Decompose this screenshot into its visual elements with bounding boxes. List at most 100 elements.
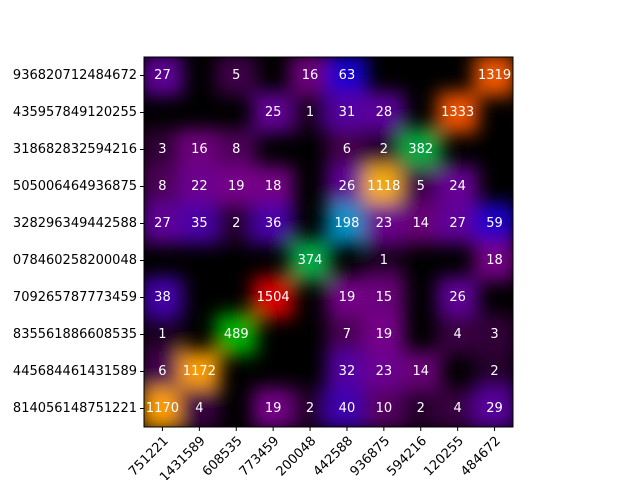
cell [474,57,513,96]
heatmap-cells [144,57,513,427]
cell [289,240,331,281]
cell-label: 16 [302,68,319,83]
cell [215,129,257,170]
cell [215,57,257,96]
cell-label: 27 [154,68,171,83]
cell-label: 28 [376,105,393,120]
cell-label: 1504 [257,290,290,305]
cell [437,314,479,355]
x-tick-label: 442588 [311,434,357,480]
cell [437,166,479,207]
cell-label: 59 [486,216,503,231]
cell [363,92,405,133]
cell [178,129,220,170]
cell [178,351,220,392]
cell [326,129,368,170]
cell-label: 5 [232,68,240,83]
cell [400,203,442,244]
cell-layer [144,57,513,427]
cell-label: 2 [306,401,314,416]
cell-label: 2 [232,216,240,231]
cell [326,203,368,244]
y-tick-label: 814056148751221 [13,401,137,416]
cell-label: 24 [449,179,466,194]
cell-label: 2 [380,142,388,157]
cell-label: 19 [339,290,356,305]
cell [144,388,183,427]
cell [363,388,405,427]
cell [474,240,513,281]
cell [178,388,220,427]
cell-label: 4 [195,401,203,416]
cell [363,277,405,318]
cell-label: 18 [265,179,282,194]
cell [474,314,513,355]
cell-label: 5 [417,179,425,194]
cell [144,57,183,96]
cell [252,388,294,427]
cell [144,166,183,207]
cell-label: 2 [490,364,498,379]
cell-label: 32 [339,364,356,379]
cell-label: 25 [265,105,282,120]
cell-label: 31 [339,105,356,120]
cell-label: 35 [191,216,208,231]
cell [252,277,294,318]
cell-label: 1 [158,327,166,342]
cell-label: 3 [490,327,498,342]
cell [178,203,220,244]
cell-label: 382 [408,142,433,157]
cell-label: 6 [343,142,351,157]
cell-label: 23 [376,364,393,379]
cell [326,351,368,392]
cell [215,166,257,207]
cell-label: 18 [486,253,503,268]
cell-label: 40 [339,401,356,416]
cell-label: 8 [158,179,166,194]
cell [252,92,294,133]
cell-label: 27 [154,216,171,231]
cell [437,203,479,244]
cell [326,277,368,318]
y-tick-label: 835561886608535 [13,327,137,342]
cell [326,92,368,133]
cell [144,351,183,392]
cell-label: 10 [376,401,393,416]
cell-label: 36 [265,216,282,231]
cell-label: 1 [380,253,388,268]
cell-label: 2 [417,401,425,416]
cell-label: 22 [191,179,208,194]
cell-label: 1 [306,105,314,120]
cell-label: 15 [376,290,393,305]
cell-label: 198 [335,216,360,231]
x-tick-label: 773459 [237,434,283,480]
cell-label: 1319 [478,68,511,83]
cell [144,277,183,318]
cell-label: 26 [449,290,466,305]
cell [437,277,479,318]
cell-label: 14 [412,216,429,231]
cell [400,129,442,170]
cell-label: 29 [486,401,503,416]
cell-label: 8 [232,142,240,157]
cell [474,388,513,427]
cell-label: 7 [343,327,351,342]
cell [252,203,294,244]
cell-label: 26 [339,179,356,194]
y-tick-label: 709265787773459 [13,290,137,305]
cell-label: 19 [376,327,393,342]
y-tick-label: 318682832594216 [13,142,137,157]
cell [363,351,405,392]
y-tick-label: 328296349442588 [13,216,137,231]
cell-label: 489 [224,327,249,342]
cell-label: 1118 [367,179,400,194]
cell-label: 1170 [146,401,179,416]
cell [178,166,220,207]
x-tick-label: 608535 [200,434,246,480]
cell-label: 4 [454,401,462,416]
cell [326,314,368,355]
cell-label: 16 [191,142,208,157]
x-tick-label: 936875 [347,434,393,480]
